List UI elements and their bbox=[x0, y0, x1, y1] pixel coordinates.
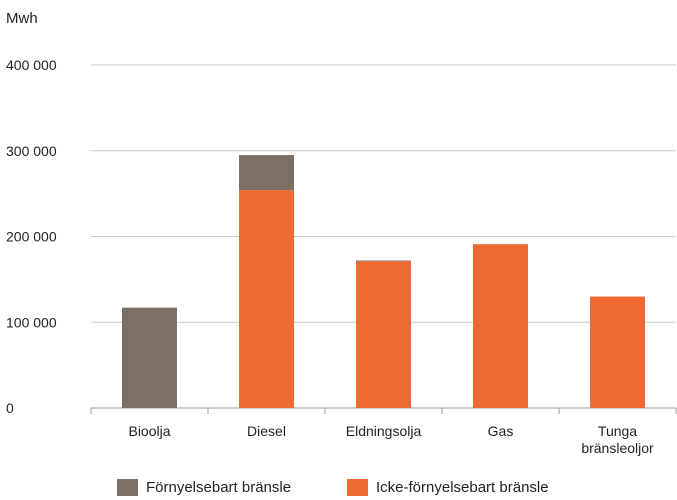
legend-swatch-nonrenewable bbox=[347, 479, 368, 496]
y-tick-label: 400 000 bbox=[6, 57, 57, 73]
x-tick-label: Tunga bbox=[598, 423, 637, 439]
x-tick-label: Gas bbox=[488, 423, 514, 439]
bar-renewable bbox=[239, 155, 294, 191]
y-tick-label: 0 bbox=[6, 400, 14, 416]
y-tick-label: 100 000 bbox=[6, 314, 57, 330]
legend-item-nonrenewable: Icke-förnyelsebart bränsle bbox=[347, 479, 549, 496]
bar-renewable bbox=[122, 307, 177, 408]
x-tick-label: Eldningsolja bbox=[346, 423, 422, 439]
bar-nonrenewable bbox=[239, 190, 294, 408]
legend: Förnyelsebart bränsle Icke-förnyelsebart… bbox=[0, 479, 677, 499]
legend-label-renewable: Förnyelsebart bränsle bbox=[146, 479, 292, 496]
x-tick-label: Diesel bbox=[247, 423, 286, 439]
legend-swatch-renewable bbox=[117, 479, 138, 496]
y-axis-title: Mwh bbox=[6, 10, 38, 27]
bar-nonrenewable bbox=[590, 296, 645, 408]
x-tick-label: Bioolja bbox=[128, 423, 170, 439]
y-tick-label: 200 000 bbox=[6, 229, 57, 245]
legend-label-nonrenewable: Icke-förnyelsebart bränsle bbox=[376, 479, 549, 496]
bar-renewable bbox=[356, 260, 411, 262]
y-tick-label: 300 000 bbox=[6, 143, 57, 159]
x-tick-label: bränsleoljor bbox=[581, 440, 654, 456]
bar-nonrenewable bbox=[356, 261, 411, 408]
legend-item-renewable: Förnyelsebart bränsle bbox=[117, 479, 291, 496]
bar-nonrenewable bbox=[473, 244, 528, 408]
